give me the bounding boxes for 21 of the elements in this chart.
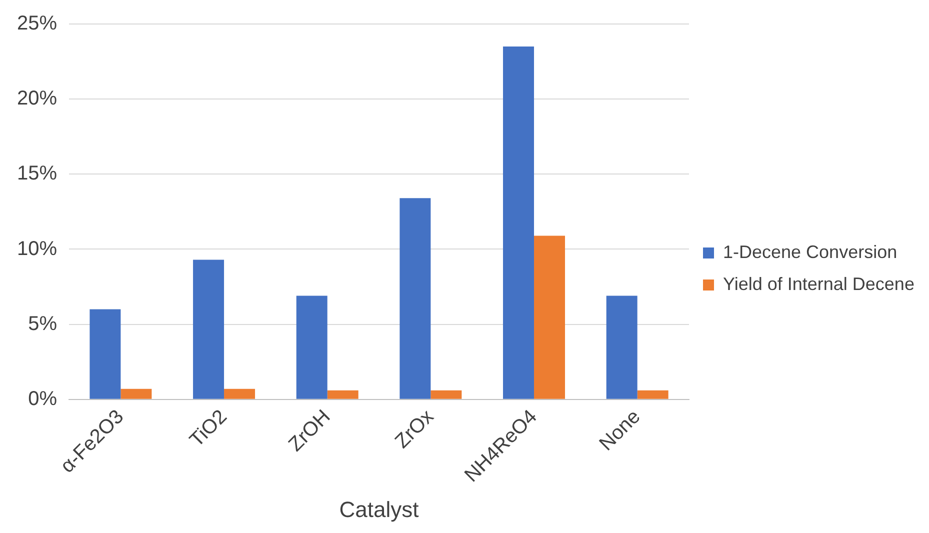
legend-label: Yield of Internal Decene [723,274,914,294]
y-tick-label: 0% [28,388,58,410]
bar [193,260,224,399]
bar [224,388,256,399]
bar [430,390,462,399]
bar [296,296,328,399]
legend-label: 1-Decene Conversion [723,242,898,262]
bar [90,309,121,399]
bar [120,388,152,399]
bar [534,236,566,399]
y-tick-label: 15% [17,162,58,185]
y-tick-label: 25% [17,12,58,35]
y-tick-label: 5% [28,312,58,335]
bar [400,198,431,399]
bar [637,390,668,399]
bar [606,296,638,399]
y-tick-label: 10% [17,238,58,260]
bar [327,390,358,399]
y-tick-label: 20% [17,88,58,110]
x-axis-title: Catalyst [339,496,419,522]
bar [503,46,534,399]
